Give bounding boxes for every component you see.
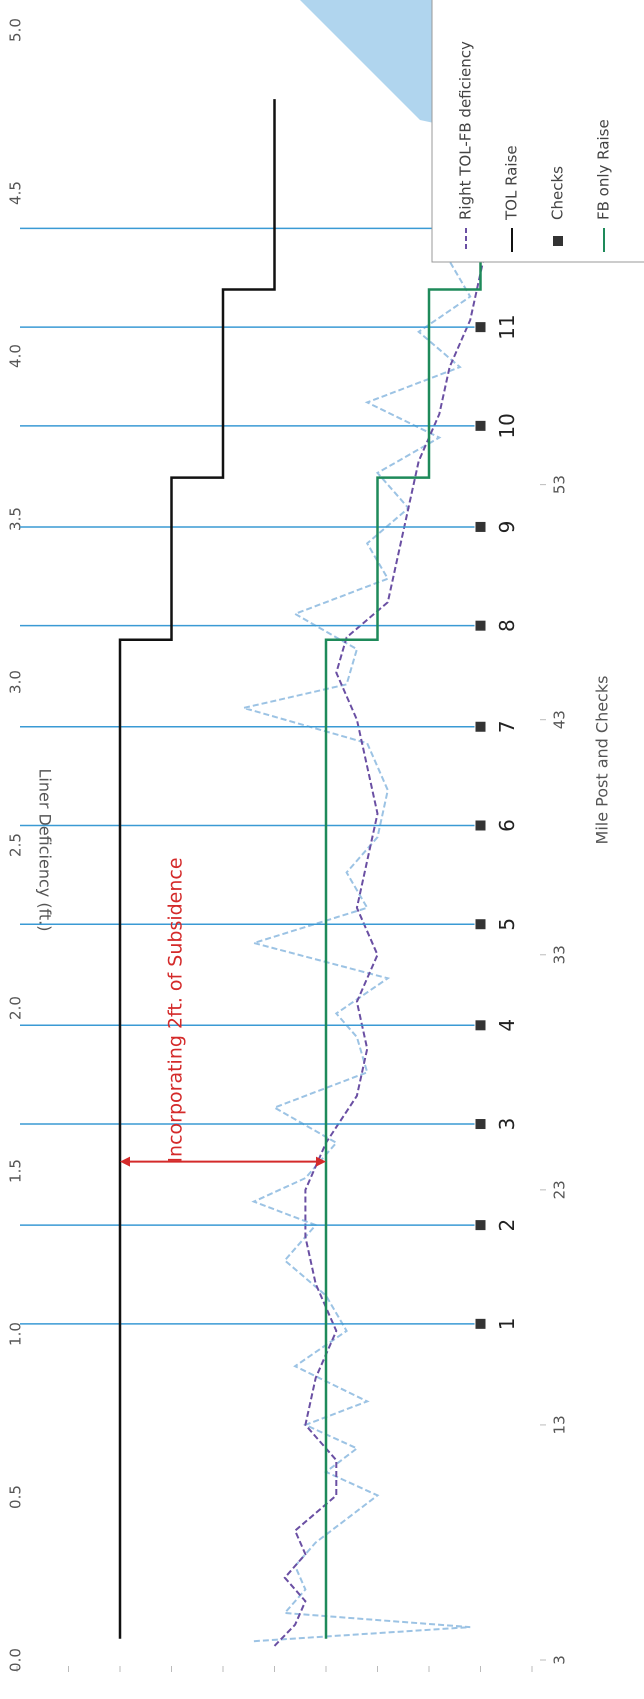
y-tick-label: 5.0 [7, 18, 25, 42]
check-marker [475, 1020, 486, 1031]
y-tick-label: 1.0 [7, 1322, 25, 1346]
x-tick-label: 33 [551, 945, 569, 964]
check-marker [475, 420, 486, 431]
check-label: 4 [495, 1019, 519, 1032]
check-marker [475, 919, 486, 930]
arrow-head [120, 1156, 130, 1167]
check-marker [475, 820, 486, 831]
check-label: 9 [495, 521, 519, 534]
y-tick-label: 1.5 [7, 1159, 25, 1183]
x-tick-label: 23 [551, 1180, 569, 1199]
legend: Right TOL-FB deficiency TOL Raise Checks FB… [431, 0, 644, 263]
check-marker [475, 1318, 486, 1329]
check-marker [475, 521, 486, 532]
check-label: 1 [495, 1317, 519, 1330]
y-tick-label: 4.5 [7, 181, 25, 205]
series-line [273, 178, 503, 1647]
check-marker [475, 1119, 486, 1130]
y-tick-label: 2.5 [7, 833, 25, 857]
check-label: 3 [495, 1118, 519, 1131]
check-label: 6 [495, 819, 519, 832]
x-tick-label: 43 [551, 710, 569, 729]
y-tick-label: 2.0 [7, 996, 25, 1020]
legend-box [431, 0, 644, 263]
check-label: 2 [495, 1219, 519, 1232]
check-marker [475, 322, 486, 333]
series-line [243, 190, 513, 1643]
x-tick-label: 13 [551, 1415, 569, 1434]
check-label: 11 [495, 314, 519, 339]
legend-swatch [553, 236, 563, 246]
annotation: Incorporating 2ft. of Subsidence [165, 857, 187, 1162]
y-tick-label: 0.5 [7, 1485, 25, 1509]
check-marker [475, 721, 486, 732]
y-tick-label: 3.0 [7, 670, 25, 694]
check-marker [475, 1220, 486, 1231]
x-tick-label: 53 [551, 475, 569, 494]
series-line [324, 99, 482, 1639]
arrow-head [316, 1156, 326, 1167]
legend-label: Right TOL-FB deficiency [457, 41, 475, 220]
series-line [118, 99, 276, 1639]
check-label: 8 [495, 619, 519, 632]
y-tick-label: 0.0 [7, 1648, 25, 1672]
legend-label: TOL Raise [503, 145, 521, 221]
check-label: 5 [495, 918, 519, 931]
y-tick-label: 3.5 [7, 507, 25, 531]
y-tick-label: 4.0 [7, 344, 25, 368]
y-axis-label: Liner Deficiency (ft.) [36, 768, 55, 931]
x-axis-label: Mile Post and Checks [593, 676, 612, 845]
legend-label: Checks [549, 166, 567, 220]
legend-label: FB only Raise [595, 119, 613, 220]
x-tick-label: 3 [551, 1655, 569, 1665]
check-marker [475, 620, 486, 631]
check-label: 10 [495, 413, 519, 438]
check-label: 7 [495, 720, 519, 733]
